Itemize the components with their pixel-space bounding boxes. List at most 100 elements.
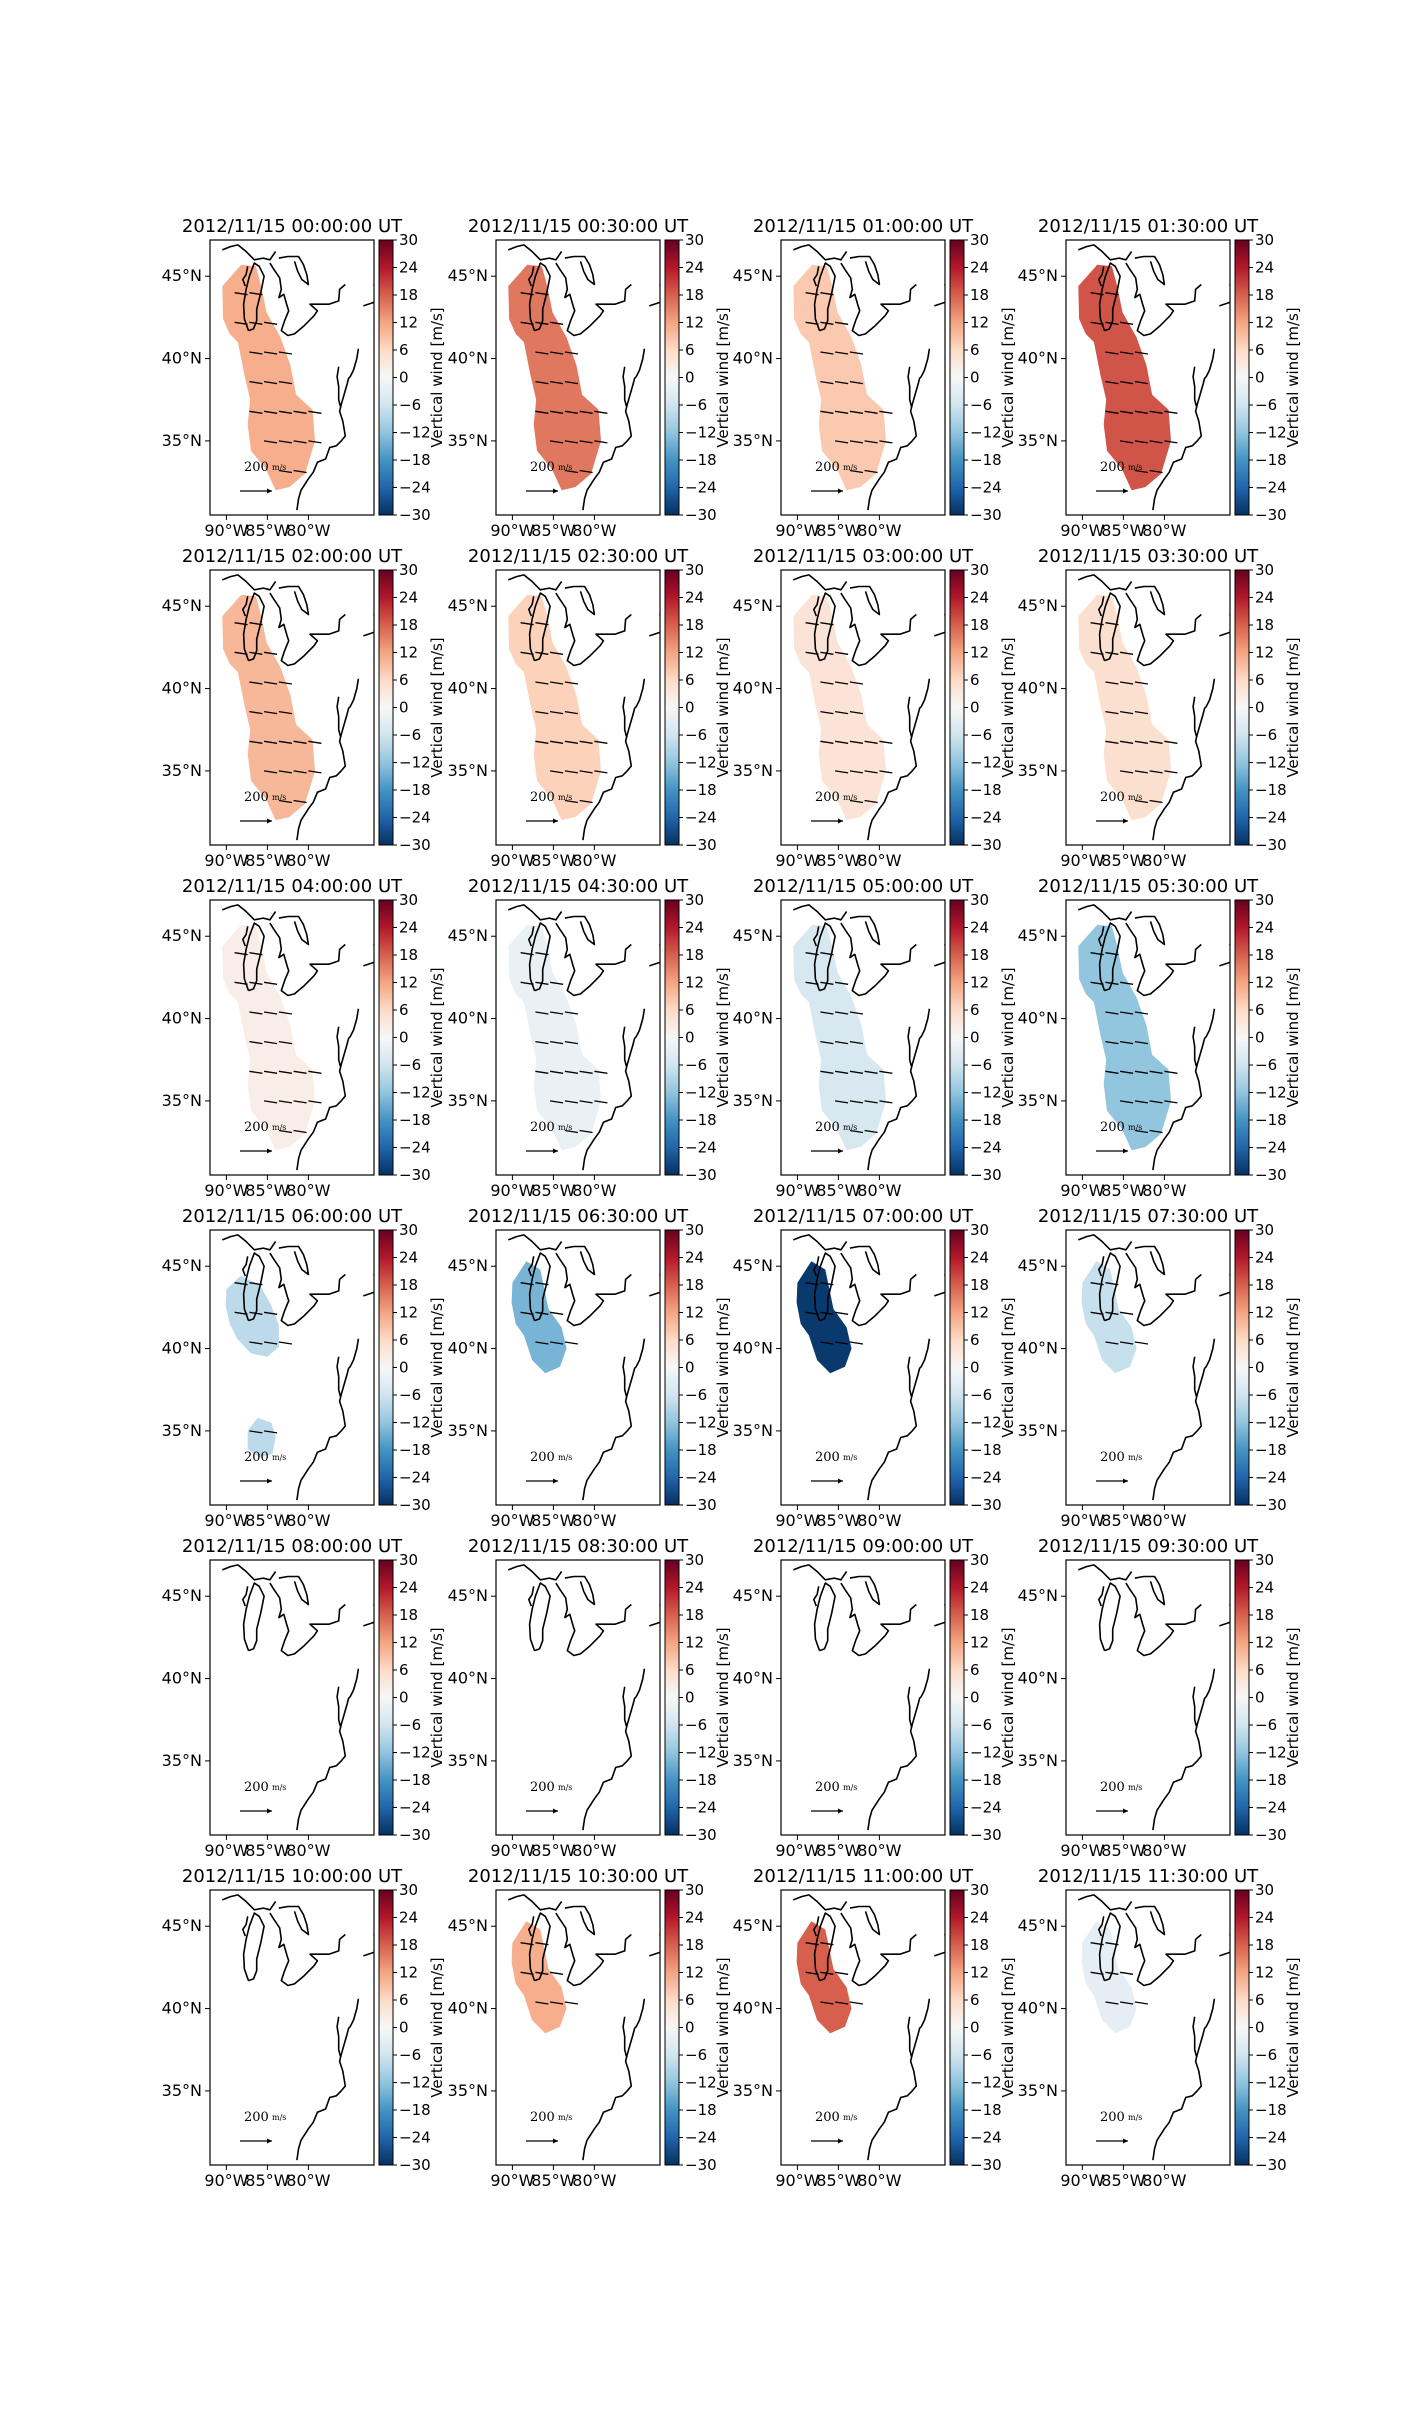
wind-arrow [550, 710, 564, 715]
panel-title: 2012/11/15 06:00:00 UT [182, 1206, 403, 1227]
colorbar-tick-label: 12 [970, 1634, 989, 1652]
colorbar-tick-label: −18 [685, 781, 717, 799]
wind-arrow [564, 1341, 578, 1345]
x-tick-label: 90°W [775, 1841, 819, 1860]
colorbar-tick-label: 24 [1255, 1249, 1274, 1267]
scale-unit: m/s [843, 1453, 857, 1462]
colorbar-tick-label: 24 [399, 259, 418, 277]
colorbar-tick-label: 0 [399, 2019, 409, 2037]
y-tick-label: 45°N [448, 1256, 488, 1275]
colorbar-label: Vertical wind [m/s] [1284, 1957, 1302, 2097]
map-panel: 2012/11/15 02:30:00 UT 200 m/s 45°N 40°N 35°N… [448, 546, 732, 870]
colorbar-tick-label: 24 [970, 1579, 989, 1597]
scale-label: 200 [530, 2110, 555, 2125]
scale-label: 200 [815, 1120, 840, 1135]
wind-arrow [1120, 1040, 1134, 1045]
map-frame [780, 1889, 946, 2166]
colorbar-tick-label: −30 [970, 1496, 1002, 1514]
x-tick-label: 85°W [531, 851, 575, 870]
wind-arrow [278, 770, 292, 774]
colorbar-tick-label: 6 [1255, 341, 1265, 359]
coastline [1125, 1582, 1202, 1657]
colorbar-tick-label: 0 [685, 1029, 695, 1047]
colorbar-tick-label: −6 [1255, 396, 1277, 414]
y-tick-label: 40°N [733, 1009, 773, 1028]
colorbar-tick-label: 24 [399, 589, 418, 607]
y-tick-label: 45°N [1018, 1256, 1058, 1275]
wind-arrow [1149, 410, 1163, 414]
colorbar-tick-label: −18 [970, 1771, 1002, 1789]
map-area [781, 900, 945, 1175]
coastline [1098, 262, 1121, 332]
coastline [241, 926, 249, 947]
wind-arrow [1164, 440, 1178, 444]
x-tick-label: 85°W [531, 1841, 575, 1860]
coastline [1134, 1905, 1166, 1936]
wind-arrow [564, 740, 578, 744]
colorbar-tick-label: −12 [399, 1084, 431, 1102]
colorbar-tick-label: 6 [399, 341, 409, 359]
x-tick-label: 90°W [490, 851, 534, 870]
scale-label: 200 [1100, 460, 1125, 475]
x-tick-label: 85°W [1101, 521, 1145, 540]
scale-arrow-head [838, 1808, 843, 1814]
wind-arrow [849, 1011, 863, 1015]
map-panel: 2012/11/15 07:00:00 UT 200 m/s 45°N 40°N 35°N… [733, 1206, 1017, 1530]
coastline [363, 283, 374, 307]
scale-arrow-head [267, 488, 272, 494]
x-tick-label: 80°W [572, 1511, 616, 1530]
wind-arrow [278, 710, 292, 715]
map-frame [495, 1559, 661, 1836]
wind-arrow [308, 410, 322, 414]
scale-unit: m/s [843, 463, 857, 472]
coastline [622, 1026, 628, 1067]
wind-arrow [564, 440, 578, 444]
colorbar-tick-label: 30 [685, 231, 704, 249]
colorbar [378, 899, 394, 1176]
coastline [242, 1582, 265, 1652]
colorbar [378, 569, 394, 846]
x-tick-label: 90°W [204, 1841, 248, 1860]
colorbar-tick-label: −12 [970, 424, 1002, 442]
coastline [840, 1912, 917, 1987]
colorbar-tick-label: 12 [685, 974, 704, 992]
x-tick-label: 90°W [204, 851, 248, 870]
wind-arrow [1164, 740, 1178, 744]
wind-arrow [293, 799, 307, 804]
colorbar-tick-label: 18 [1255, 286, 1274, 304]
colorbar-tick-label: 0 [1255, 1689, 1265, 1707]
wind-arrow [835, 1311, 849, 1315]
colorbar-tick-label: −30 [1255, 506, 1287, 524]
y-tick-label: 40°N [162, 1669, 202, 1688]
map-frame [780, 1559, 946, 1836]
colorbar-tick-label: −6 [970, 2046, 992, 2064]
colorbar-tick-label: −6 [1255, 726, 1277, 744]
coastline [564, 1245, 596, 1276]
wind-arrow [550, 651, 564, 655]
colorbar-tick-label: −12 [1255, 2074, 1287, 2092]
scale-label: 200 [815, 2110, 840, 2125]
coastline [1134, 915, 1166, 946]
coastline [793, 904, 848, 921]
colorbar-tick-label: 30 [685, 1881, 704, 1899]
wind-arrow [1134, 1070, 1148, 1074]
coastline [793, 1234, 848, 1251]
colorbar-tick-label: 12 [1255, 1634, 1274, 1652]
wind-arrow [835, 380, 849, 385]
colorbar-tick-label: 18 [970, 1606, 989, 1624]
colorbar-tick-label: 24 [970, 589, 989, 607]
y-tick-label: 35°N [1018, 2081, 1058, 2100]
coastline [1125, 592, 1202, 667]
map-area [496, 240, 660, 515]
colorbar-tick-label: 6 [970, 341, 980, 359]
colorbar-tick-label: 0 [399, 1359, 409, 1377]
wind-arrow [278, 1100, 292, 1104]
map-frame [1065, 239, 1231, 516]
colorbar-tick-label: 0 [970, 2019, 980, 2037]
colorbar-tick-label: −12 [399, 754, 431, 772]
y-tick-label: 40°N [162, 1009, 202, 1028]
map-panel: 2012/11/15 03:30:00 UT 200 m/s 45°N 40°N 35°N… [1018, 546, 1302, 870]
scale-label: 200 [1100, 1780, 1125, 1795]
colorbar-tick-label: 12 [399, 974, 418, 992]
colorbar-tick-label: 18 [1255, 1276, 1274, 1294]
